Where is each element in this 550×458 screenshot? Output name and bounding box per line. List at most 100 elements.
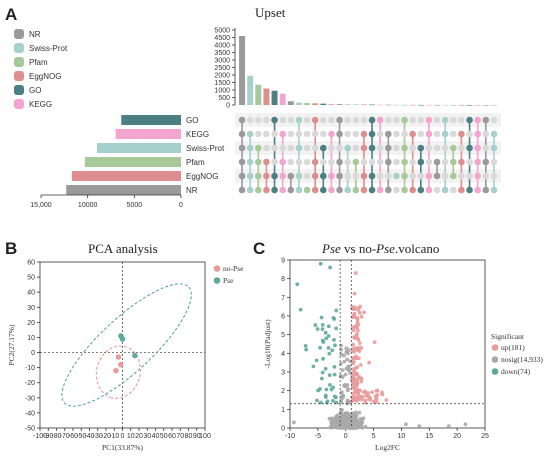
matrix-dot-active — [320, 144, 327, 152]
matrix-dot-inactive — [376, 130, 384, 138]
matrix-dot-inactive — [344, 116, 351, 124]
volcano-point-down — [319, 376, 324, 381]
matrix-dot-active — [474, 144, 481, 152]
pca-x-tick-label: 10 — [127, 433, 135, 440]
intersection-bar — [247, 75, 254, 105]
volcano-point-nosig — [360, 425, 365, 430]
pca-x-tick-label: 40 — [152, 433, 160, 440]
volcano-point-up — [355, 319, 360, 324]
volcano-point-up — [373, 394, 378, 399]
volcano-point-nosig — [340, 368, 345, 373]
volcano-point-down — [320, 370, 325, 375]
volcano-point-down — [328, 382, 332, 387]
matrix-dot-inactive — [417, 130, 425, 138]
matrix-dot-active — [287, 186, 295, 194]
volcano-point-nosig — [331, 418, 336, 423]
volcano-point-up — [351, 359, 356, 364]
matrix-dot-active — [482, 158, 490, 166]
volcano-point-down — [315, 398, 319, 403]
pca-x-tick-label: -60 — [68, 433, 78, 440]
pca-point-no-pse — [115, 354, 122, 360]
matrix-dot-inactive — [320, 158, 327, 166]
matrix-dot-active — [425, 172, 433, 180]
volcano-point-nosig — [292, 420, 296, 425]
volcano-point-down — [332, 394, 337, 399]
volcano-legend-label-nosig: nosig(14,933) — [501, 355, 543, 364]
intersection-y-tick-label: 2000 — [214, 73, 230, 80]
volcano-point-down — [321, 356, 325, 361]
matrix-dot-active — [311, 158, 319, 166]
volcano-point-up — [374, 388, 379, 393]
matrix-dot-active — [238, 130, 246, 138]
volcano-point-up — [367, 360, 372, 365]
volcano-point-nosig — [346, 367, 351, 372]
matrix-dot-active — [303, 186, 311, 194]
matrix-dot-inactive — [255, 116, 262, 124]
matrix-dot-inactive — [433, 144, 441, 152]
legend-swatch-swiss-prot — [14, 43, 24, 53]
volcano-point-down — [318, 261, 323, 266]
volcano-y-tick-label: 8 — [281, 276, 285, 283]
intersection-y-tick-label: 0 — [226, 103, 230, 110]
matrix-dot-active — [328, 186, 335, 194]
volcano-point-up — [356, 337, 361, 342]
matrix-dot-active — [385, 158, 392, 166]
pca-x-tick-label: 30 — [143, 433, 151, 440]
volcano-point-up — [351, 356, 356, 361]
intersection-y-tick-label: 3500 — [214, 50, 230, 57]
matrix-dot-inactive — [352, 116, 360, 124]
matrix-dot-active — [311, 186, 319, 194]
volcano-point-nosig — [344, 424, 349, 429]
matrix-dot-active — [238, 158, 246, 166]
intersection-bar — [450, 104, 457, 106]
legend-label-pfam: Pfam — [29, 58, 48, 67]
volcano-point-down — [327, 373, 332, 378]
matrix-dot-inactive — [450, 186, 457, 194]
matrix-dot-active — [246, 158, 254, 166]
matrix-dot-active — [360, 144, 368, 152]
volcano-point-up — [352, 315, 357, 319]
intersection-bar — [482, 104, 489, 106]
matrix-dot-active — [401, 186, 408, 194]
pca-y-tick-label: 20 — [27, 320, 35, 327]
matrix-dot-active — [336, 158, 343, 166]
volcano-point-up — [351, 342, 356, 347]
legend-swatch-go — [14, 85, 24, 95]
matrix-dot-inactive — [263, 130, 270, 138]
volcano-y-tick-label: 9 — [281, 258, 285, 265]
intersection-bar — [434, 104, 441, 106]
matrix-dot-inactive — [409, 116, 416, 124]
pca-y-tick-label: -10 — [25, 365, 35, 372]
volcano-point-down — [324, 387, 329, 392]
volcano-point-up — [359, 346, 364, 350]
matrix-dot-inactive — [409, 144, 416, 152]
matrix-dot-inactive — [328, 144, 335, 152]
volcano-point-down — [320, 338, 325, 343]
matrix-dot-active — [255, 158, 262, 166]
intersection-bar — [417, 104, 424, 106]
set-size-x-tick-label: 5000 — [127, 202, 143, 209]
matrix-dot-inactive — [482, 130, 490, 138]
matrix-dot-inactive — [393, 186, 400, 194]
matrix-dot-active — [246, 172, 254, 180]
intersection-y-tick-label: 500 — [218, 95, 230, 102]
set-label-go: GO — [186, 116, 198, 125]
matrix-dot-active — [417, 158, 425, 166]
volcano-point-up — [355, 372, 359, 376]
volcano-point-down — [334, 326, 339, 331]
matrix-dot-active — [425, 116, 433, 124]
volcano-point-down — [334, 308, 339, 313]
matrix-dot-inactive — [255, 130, 262, 138]
volcano-y-tick-label: 2 — [281, 388, 285, 395]
matrix-dot-active — [368, 186, 376, 194]
volcano-point-down — [313, 323, 318, 327]
volcano-title-part1: Pse — [321, 241, 341, 256]
matrix-dot-active — [466, 116, 473, 124]
matrix-dot-inactive — [433, 130, 441, 138]
intersection-bar — [271, 90, 278, 105]
matrix-dot-active — [352, 158, 360, 166]
volcano-point-nosig — [330, 423, 335, 428]
volcano-x-tick-label: 10 — [398, 433, 406, 440]
volcano-point-nosig — [417, 424, 422, 429]
